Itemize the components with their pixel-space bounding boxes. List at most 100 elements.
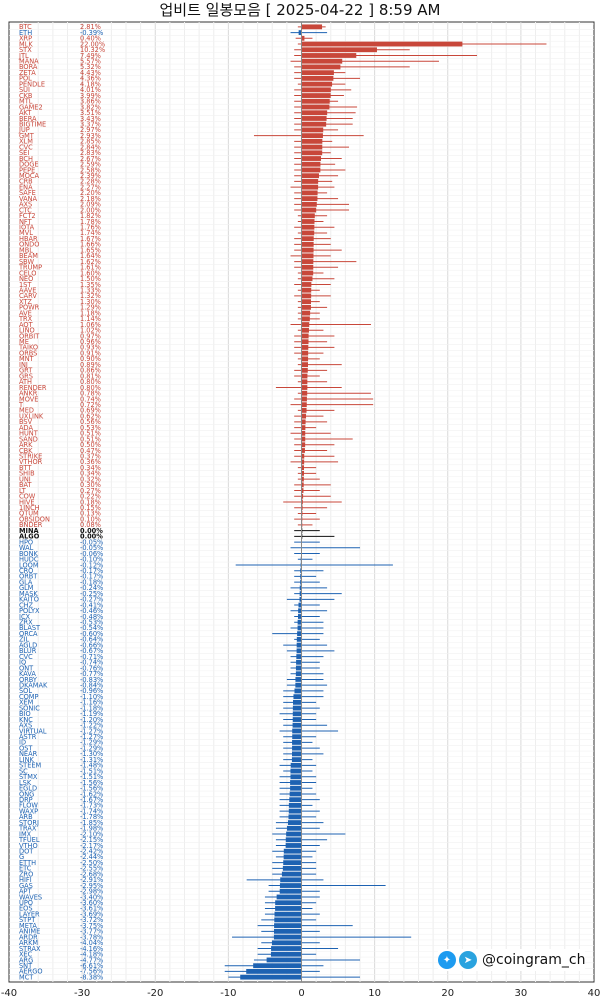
value-label: -4.77%	[80, 956, 103, 964]
coin-label: MLK	[19, 40, 33, 48]
value-label: -3.40%	[80, 893, 103, 901]
data-bar	[301, 230, 315, 236]
data-bar	[301, 430, 306, 436]
coin-label: SC	[19, 767, 28, 775]
value-label: -2.98%	[80, 888, 103, 896]
x-tick-label: 30	[515, 988, 528, 999]
coin-label: ANKR	[19, 390, 38, 398]
value-label: -0.84%	[80, 681, 103, 689]
coin-label: ETH	[19, 29, 32, 37]
coin-label: SOL	[19, 687, 32, 695]
data-bar	[301, 270, 314, 276]
coin-label: UXLINK	[19, 412, 44, 420]
value-label: -1.19%	[80, 710, 103, 718]
value-label: -1.78%	[80, 813, 103, 821]
value-label: 0.91%	[80, 349, 101, 357]
data-bar	[301, 339, 309, 345]
value-label: 2.58%	[80, 166, 101, 174]
data-bar	[301, 138, 323, 144]
data-bar	[301, 453, 305, 459]
value-label: 0.51%	[80, 430, 101, 438]
x-tick-label: -30	[74, 988, 90, 999]
coin-label: G	[19, 853, 24, 861]
data-bar	[301, 356, 309, 362]
data-bar	[280, 877, 302, 883]
coin-label: MINA	[19, 527, 40, 535]
data-bar	[301, 184, 319, 190]
value-label: 0.56%	[80, 418, 101, 426]
data-bar	[285, 837, 302, 843]
value-label: -0.27%	[80, 596, 103, 604]
coin-label: ETC	[19, 865, 32, 873]
data-bar	[301, 224, 315, 230]
coin-label: BLUR	[19, 647, 37, 655]
value-label: -0.06%	[80, 550, 103, 558]
data-bar	[299, 585, 302, 591]
data-bar	[301, 345, 309, 350]
value-label: -0.53%	[80, 619, 103, 627]
data-bar	[301, 373, 308, 379]
data-bar	[301, 276, 313, 282]
data-bar	[292, 722, 302, 728]
data-bar	[275, 906, 302, 911]
coin-label: ZRX	[19, 619, 33, 627]
brand-watermark: ✦ ➤ @coingram_ch	[438, 949, 586, 971]
coin-label: XEM	[19, 699, 34, 707]
value-label: 0.32%	[80, 475, 101, 483]
value-label: -7.56%	[80, 968, 103, 976]
value-label: -0.24%	[80, 584, 103, 592]
data-bar	[276, 894, 302, 900]
value-label: -3.61%	[80, 905, 103, 913]
value-label: 2.18%	[80, 195, 101, 203]
data-bar	[292, 728, 302, 734]
value-label: 4.43%	[80, 69, 101, 77]
coin-label: HPO	[19, 538, 33, 546]
coin-label: PEPE	[19, 166, 35, 174]
data-bar	[301, 465, 304, 471]
coin-label: ONT	[19, 664, 34, 672]
coin-label: ZRO	[19, 870, 33, 878]
data-bar	[283, 848, 302, 854]
coin-label: AXS	[19, 201, 32, 209]
data-bar	[289, 797, 302, 803]
coin-label: DOT	[19, 847, 34, 855]
value-label: 2.28%	[80, 178, 101, 186]
data-bar	[296, 648, 302, 654]
coin-label: POWR	[19, 304, 40, 312]
data-bar	[301, 322, 310, 327]
data-bar	[301, 53, 357, 58]
value-label: 0.00%	[80, 533, 103, 541]
coin-label: AQT	[19, 321, 34, 329]
coin-label: BTT	[19, 464, 32, 472]
data-bar	[301, 476, 304, 482]
coin-label: CRO	[19, 567, 33, 575]
x-tick-label: 40	[588, 988, 600, 999]
x-tick-label: 0	[298, 988, 304, 999]
value-label: -1.31%	[80, 756, 103, 764]
value-label: 2.39%	[80, 172, 101, 180]
data-bar	[301, 293, 312, 299]
value-label: 3.51%	[80, 109, 101, 117]
data-bar	[301, 299, 312, 305]
coin-label: TRX	[18, 315, 33, 323]
data-bar	[301, 390, 308, 396]
coin-label: META	[19, 922, 37, 930]
coin-label: BSV	[19, 418, 33, 426]
data-bar	[296, 642, 302, 648]
coin-label: ARKM	[19, 939, 38, 947]
coin-label: JUP	[18, 126, 30, 134]
data-bar	[301, 362, 309, 368]
data-bar	[301, 104, 330, 110]
data-bar	[301, 413, 307, 419]
value-label: 1.82%	[80, 212, 101, 220]
coin-label: ATH	[19, 378, 32, 386]
value-label: 1.29%	[80, 304, 101, 312]
value-label: -0.48%	[80, 613, 103, 621]
coin-label: MASK	[19, 590, 38, 598]
data-bar	[301, 316, 310, 322]
data-bar	[301, 470, 304, 476]
coin-label: AERGO	[19, 968, 43, 976]
value-label: 0.80%	[80, 384, 101, 392]
data-bar	[301, 287, 312, 293]
data-bar	[301, 24, 323, 30]
